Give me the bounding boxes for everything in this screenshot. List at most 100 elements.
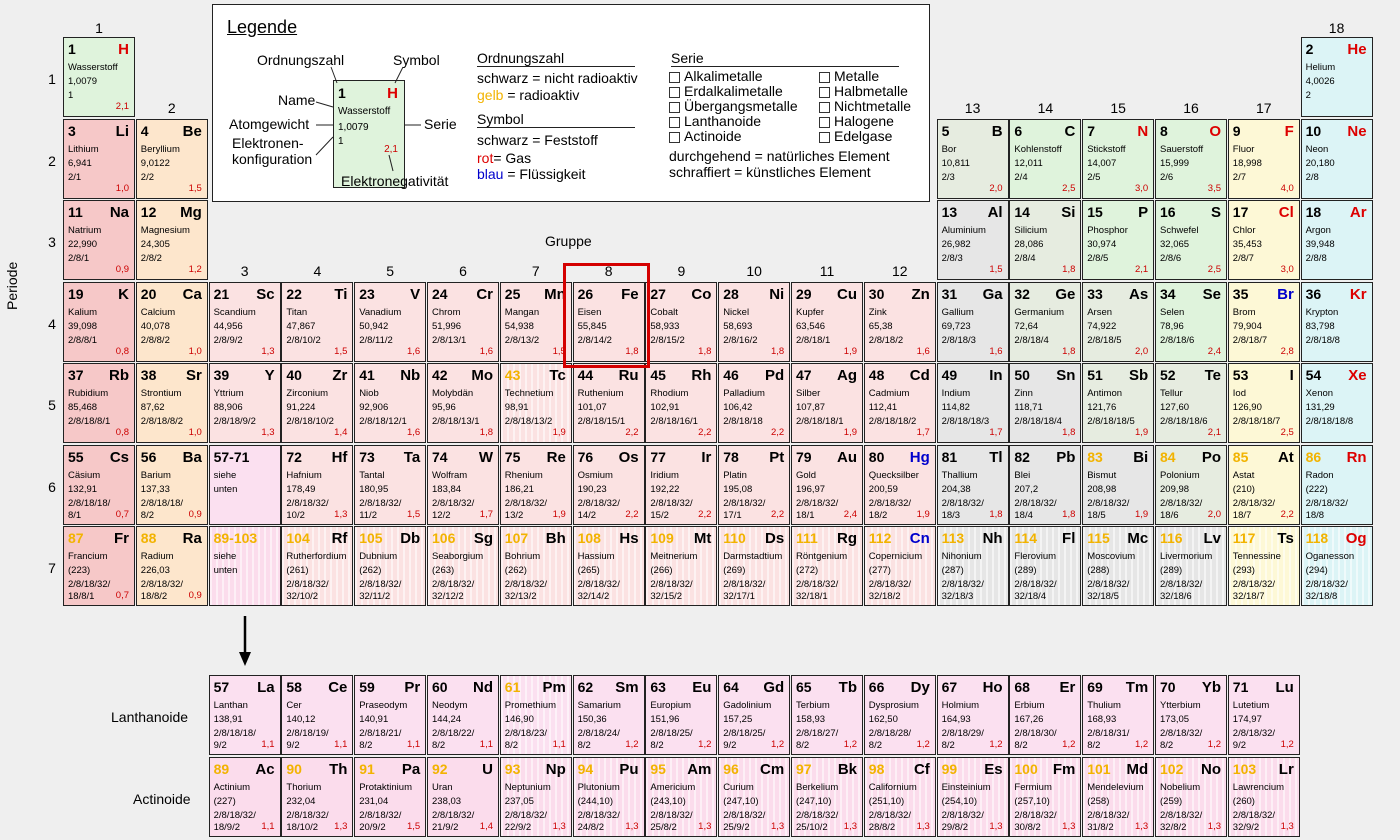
element-cell-lu[interactable]: 71 Lu Lutetium 174,97 2/8/18/32/ 9/2 1,2: [1227, 675, 1300, 755]
element-cell-ar[interactable]: 18 Ar Argon 39,948 2/8/8: [1300, 200, 1373, 280]
element-cell-pa[interactable]: 91 Pa Protaktinium 231,04 2/8/18/32/ 20/9/2 1…: [354, 757, 427, 837]
element-cell-v[interactable]: 23 V Vanadium 50,942 2/8/11/2 1,6: [354, 281, 427, 362]
element-cell-cm[interactable]: 96 Cm Curium (247,10) 2/8/18/32/ 25/9/2 1,3: [718, 757, 791, 837]
element-cell-sg[interactable]: 106 Sg Seaborgium (263) 2/8/18/32/ 32/12/2: [427, 526, 499, 606]
element-cell-md[interactable]: 101 Md Mendelevium (258) 2/8/18/32/ 31/8/2 1,…: [1082, 757, 1155, 837]
element-cell-cl[interactable]: 17 Cl Chlor 35,453 2/8/7 3,0: [1227, 200, 1300, 280]
element-cell-n[interactable]: 7 N Stickstoff 14,007 2/5 3,0: [1082, 118, 1155, 199]
element-cell-pt[interactable]: 78 Pt Platin 195,08 2/8/18/32/ 17/1 2,2: [718, 444, 791, 525]
element-cell-os[interactable]: 76 Os Osmium 190,23 2/8/18/32/ 14/2 2,2: [572, 444, 645, 525]
element-cell-cr[interactable]: 24 Cr Chrom 51,996 2/8/13/1 1,6: [427, 281, 499, 362]
element-cell-in[interactable]: 49 In Indium 114,82 2/8/18/18/3 1,7: [936, 363, 1009, 443]
element-cell-bh[interactable]: 107 Bh Bohrium (262) 2/8/18/32/ 32/13/2: [499, 526, 572, 606]
element-cell-ne[interactable]: 10 Ne Neon 20,180 2/8: [1300, 118, 1373, 199]
element-cell-nd[interactable]: 60 Nd Neodym 144,24 2/8/18/22/ 8/2 1,1: [427, 675, 499, 755]
element-cell-c[interactable]: 6 C Kohlenstoff 12,011 2/4 2,5: [1009, 118, 1082, 199]
element-cell-rg[interactable]: 111 Rg Röntgenium (272) 2/8/18/32/ 32/18/1: [791, 526, 863, 606]
element-cell-fe[interactable]: 26 Fe Eisen 55,845 2/8/14/2 1,8: [572, 281, 645, 362]
element-cell-ce[interactable]: 58 Ce Cer 140,12 2/8/18/19/ 9/2 1,1: [281, 675, 354, 755]
element-cell-mn[interactable]: 25 Mn Mangan 54,938 2/8/13/2 1,5: [499, 281, 572, 362]
element-cell-er[interactable]: 68 Er Erbium 167,26 2/8/18/30/ 8/2 1,2: [1009, 675, 1082, 755]
element-cell-cf[interactable]: 98 Cf Californium (251,10) 2/8/18/32/ 28/8/2…: [863, 757, 936, 837]
element-cell-mo[interactable]: 42 Mo Molybdän 95,96 2/8/18/13/1 1,8: [427, 363, 499, 443]
element-cell-se[interactable]: 34 Se Selen 78,96 2/8/18/6 2,4: [1155, 281, 1227, 362]
element-cell-no[interactable]: 102 No Nobelium (259) 2/8/18/32/ 32/8/2 1,3: [1155, 757, 1227, 837]
element-cell-bi[interactable]: 83 Bi Bismut 208,98 2/8/18/32/ 18/5 1,9: [1082, 444, 1155, 525]
element-cell-pb[interactable]: 82 Pb Blei 207,2 2/8/18/32/ 18/4 1,8: [1009, 444, 1082, 525]
element-cell-mt[interactable]: 109 Mt Meitnerium (266) 2/8/18/32/ 32/15/2: [645, 526, 718, 606]
element-cell-kr[interactable]: 36 Kr Krypton 83,798 2/8/18/8: [1300, 281, 1373, 362]
element-cell-yb[interactable]: 70 Yb Ytterbium 173,05 2/8/18/32/ 8/2 1,2: [1155, 675, 1227, 755]
element-cell-gd[interactable]: 64 Gd Gadolinium 157,25 2/8/18/25/ 9/2 1,2: [718, 675, 791, 755]
element-cell-sm[interactable]: 62 Sm Samarium 150,36 2/8/18/24/ 8/2 1,2: [572, 675, 645, 755]
element-cell-cd[interactable]: 48 Cd Cadmium 112,41 2/8/18/18/2 1,7: [863, 363, 936, 443]
element-cell-cn[interactable]: 112 Cn Copernicium (277) 2/8/18/32/ 32/18/2: [863, 526, 936, 606]
element-cell-rh[interactable]: 45 Rh Rhodium 102,91 2/8/18/16/1 2,2: [645, 363, 718, 443]
element-cell-tb[interactable]: 65 Tb Terbium 158,93 2/8/18/27/ 8/2 1,2: [791, 675, 863, 755]
element-cell-y[interactable]: 39 Y Yttrium 88,906 2/8/18/9/2 1,3: [208, 363, 281, 443]
element-cell-fm[interactable]: 100 Fm Fermium (257,10) 2/8/18/32/ 30/8/2 1,3: [1009, 757, 1082, 837]
element-cell-po[interactable]: 84 Po Polonium 209,98 2/8/18/32/ 18/6 2,0: [1155, 444, 1227, 525]
element-cell-sc[interactable]: 21 Sc Scandium 44,956 2/8/9/2 1,3: [208, 281, 281, 362]
element-cell-be[interactable]: 4 Be Beryllium 9,0122 2/2 1,5: [135, 118, 208, 199]
element-cell-hg[interactable]: 80 Hg Quecksilber 200,59 2/8/18/32/ 18/2 1,9: [863, 444, 936, 525]
element-cell-at[interactable]: 85 At Astat (210) 2/8/18/32/ 18/7 2,2: [1227, 444, 1300, 525]
element-cell-np[interactable]: 93 Np Neptunium 237,05 2/8/18/32/ 22/9/2 1,3: [499, 757, 572, 837]
element-cell-b[interactable]: 5 B Bor 10,811 2/3 2,0: [936, 118, 1009, 199]
element-cell-og[interactable]: 118 Og Oganesson (294) 2/8/18/32/ 32/18/8: [1300, 526, 1373, 606]
element-cell-ta[interactable]: 73 Ta Tantal 180,95 2/8/18/32/ 11/2 1,5: [354, 444, 427, 525]
element-cell-w[interactable]: 74 W Wolfram 183,84 2/8/18/32/ 12/2 1,7: [427, 444, 499, 525]
element-cell-la[interactable]: 57 La Lanthan 138,91 2/8/18/18/ 9/2 1,1: [208, 675, 281, 755]
element-cell-db[interactable]: 105 Db Dubnium (262) 2/8/18/32/ 32/11/2: [354, 526, 427, 606]
element-cell-h[interactable]: 1 H Wasserstoff 1,0079 1 2,1: [63, 37, 135, 117]
element-cell-tm[interactable]: 69 Tm Thulium 168,93 2/8/18/31/ 8/2 1,2: [1082, 675, 1155, 755]
element-cell-re[interactable]: 75 Re Rhenium 186,21 2/8/18/32/ 13/2 1,9: [499, 444, 572, 525]
element-cell-rf[interactable]: 104 Rf Rutherfordium (261) 2/8/18/32/ 32/10/…: [281, 526, 354, 606]
element-cell-p[interactable]: 15 P Phosphor 30,974 2/8/5 2,1: [1082, 200, 1155, 280]
element-cell-pm[interactable]: 61 Pm Promethium 146,90 2/8/18/23/ 8/2 1,1: [499, 675, 572, 755]
element-cell-k[interactable]: 19 K Kalium 39,098 2/8/8/1 0,8: [63, 281, 135, 362]
element-cell-ge[interactable]: 32 Ge Germanium 72,64 2/8/18/4 1,8: [1009, 281, 1082, 362]
element-cell-as[interactable]: 33 As Arsen 74,922 2/8/18/5 2,0: [1082, 281, 1155, 362]
element-cell-th[interactable]: 90 Th Thorium 232,04 2/8/18/32/ 18/10/2 1,3: [281, 757, 354, 837]
element-cell-na[interactable]: 11 Na Natrium 22,990 2/8/1 0,9: [63, 200, 135, 280]
element-cell-ds[interactable]: 110 Ds Darmstadtium (269) 2/8/18/32/ 32/17/1: [718, 526, 791, 606]
element-cell-ra[interactable]: 88 Ra Radium 226,03 2/8/18/32/ 18/8/2 0,9: [135, 526, 208, 606]
element-cell-pr[interactable]: 59 Pr Praseodym 140,91 2/8/18/21/ 8/2 1,1: [354, 675, 427, 755]
element-cell-nh[interactable]: 113 Nh Nihonium (287) 2/8/18/32/ 32/18/3: [936, 526, 1009, 606]
element-cell-al[interactable]: 13 Al Aluminium 26,982 2/8/3 1,5: [936, 200, 1009, 280]
element-cell-si[interactable]: 14 Si Silicium 28,086 2/8/4 1,8: [1009, 200, 1082, 280]
element-cell-i[interactable]: 53 I Iod 126,90 2/8/18/18/7 2,5: [1227, 363, 1300, 443]
element-cell-eu[interactable]: 63 Eu Europium 151,96 2/8/18/25/ 8/2 1,2: [645, 675, 718, 755]
element-cell-ru[interactable]: 44 Ru Ruthenium 101,07 2/8/18/15/1 2,2: [572, 363, 645, 443]
element-cell-fr[interactable]: 87 Fr Francium (223) 2/8/18/32/ 18/8/1 0,7: [63, 526, 135, 606]
element-cell-tc[interactable]: 43 Tc Technetium 98,91 2/8/18/13/2 1,9: [499, 363, 572, 443]
element-cell-cs[interactable]: 55 Cs Cäsium 132,91 2/8/18/18/ 8/1 0,7: [63, 444, 135, 525]
element-cell-nb[interactable]: 41 Nb Niob 92,906 2/8/18/12/1 1,6: [354, 363, 427, 443]
element-cell-cu[interactable]: 29 Cu Kupfer 63,546 2/8/18/1 1,9: [791, 281, 863, 362]
element-cell-rn[interactable]: 86 Rn Radon (222) 2/8/18/32/ 18/8: [1300, 444, 1373, 525]
element-cell-sr[interactable]: 38 Sr Strontium 87,62 2/8/18/8/2 1,0: [135, 363, 208, 443]
element-cell-57-71[interactable]: 57-71 siehe unten: [208, 444, 281, 525]
element-cell-dy[interactable]: 66 Dy Dysprosium 162,50 2/8/18/28/ 8/2 1,2: [863, 675, 936, 755]
element-cell-te[interactable]: 52 Te Tellur 127,60 2/8/18/18/6 2,1: [1155, 363, 1227, 443]
element-cell-s[interactable]: 16 S Schwefel 32,065 2/8/6 2,5: [1155, 200, 1227, 280]
element-cell-br[interactable]: 35 Br Brom 79,904 2/8/18/7 2,8: [1227, 281, 1300, 362]
element-cell-pd[interactable]: 46 Pd Palladium 106,42 2/8/18/18 2,2: [718, 363, 791, 443]
element-cell-u[interactable]: 92 U Uran 238,03 2/8/18/32/ 21/9/2 1,4: [427, 757, 499, 837]
element-cell-lr[interactable]: 103 Lr Lawrencium (260) 2/8/18/32/ 32/9/2 1,3: [1227, 757, 1300, 837]
element-cell-ga[interactable]: 31 Ga Gallium 69,723 2/8/18/3 1,6: [936, 281, 1009, 362]
element-cell-ba[interactable]: 56 Ba Barium 137,33 2/8/18/18/ 8/2 0,9: [135, 444, 208, 525]
element-cell-ac[interactable]: 89 Ac Actinium (227) 2/8/18/32/ 18/9/2 1,1: [208, 757, 281, 837]
element-cell-sb[interactable]: 51 Sb Antimon 121,76 2/8/18/18/5 1,9: [1082, 363, 1155, 443]
element-cell-fl[interactable]: 114 Fl Flerovium (289) 2/8/18/32/ 32/18/4: [1009, 526, 1082, 606]
element-cell-ni[interactable]: 28 Ni Nickel 58,693 2/8/16/2 1,8: [718, 281, 791, 362]
element-cell-hs[interactable]: 108 Hs Hassium (265) 2/8/18/32/ 32/14/2: [572, 526, 645, 606]
element-cell-zr[interactable]: 40 Zr Zirconium 91,224 2/8/18/10/2 1,4: [281, 363, 354, 443]
element-cell-ag[interactable]: 47 Ag Silber 107,87 2/8/18/18/1 1,9: [791, 363, 863, 443]
element-cell-ts[interactable]: 117 Ts Tennessine (293) 2/8/18/32/ 32/18/7: [1227, 526, 1300, 606]
element-cell-ca[interactable]: 20 Ca Calcium 40,078 2/8/8/2 1,0: [135, 281, 208, 362]
element-cell-li[interactable]: 3 Li Lithium 6,941 2/1 1,0: [63, 118, 135, 199]
element-cell-bk[interactable]: 97 Bk Berkelium (247,10) 2/8/18/32/ 25/10/2 1…: [791, 757, 863, 837]
element-cell-ir[interactable]: 77 Ir Iridium 192,22 2/8/18/32/ 15/2 2,2: [645, 444, 718, 525]
